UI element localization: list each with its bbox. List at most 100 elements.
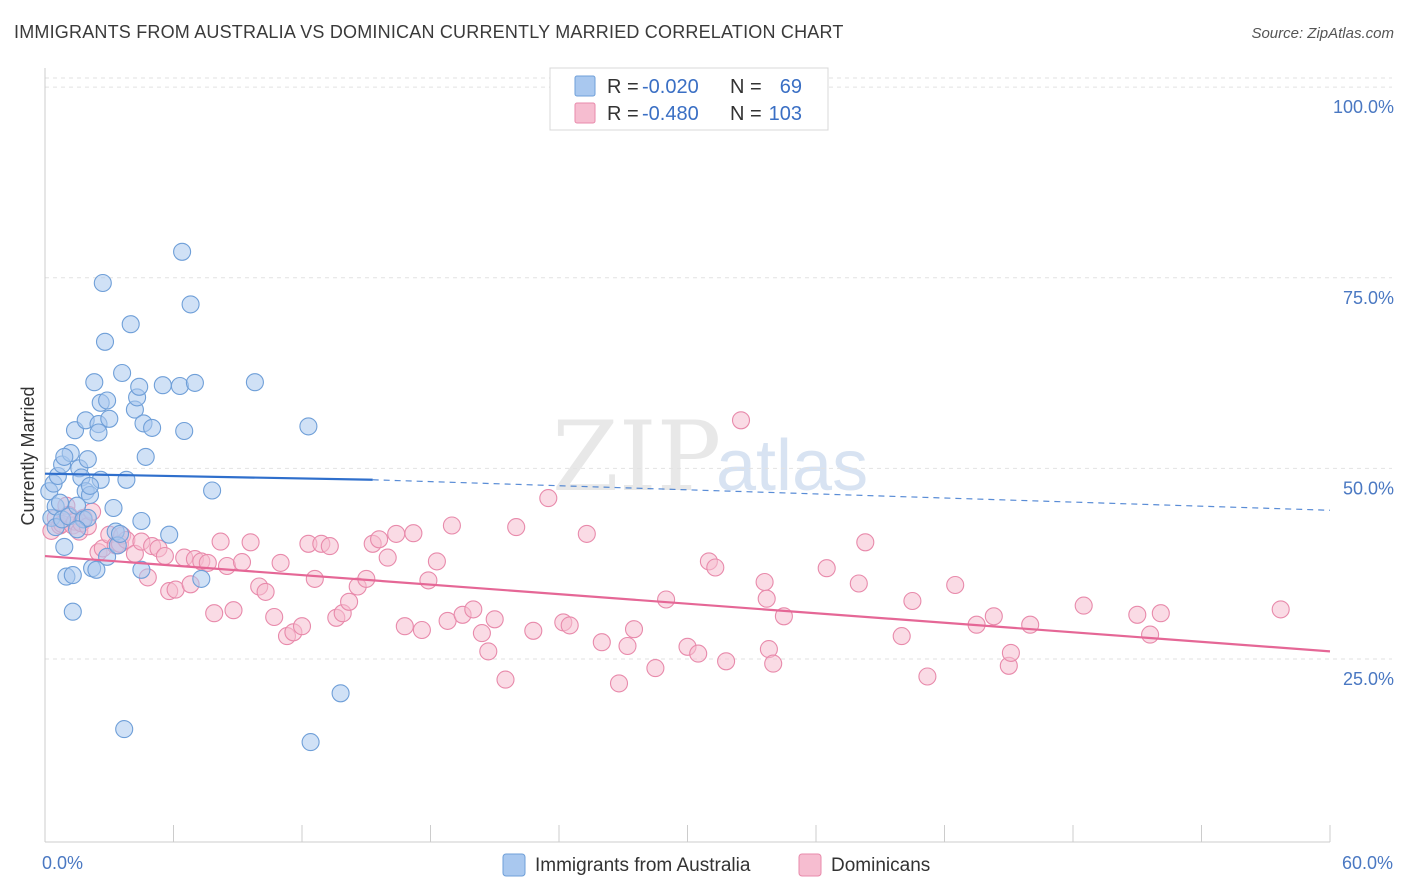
x-tick-label: 60.0% xyxy=(1342,853,1393,873)
data-point-dominicans xyxy=(241,533,260,552)
data-point-dominicans xyxy=(560,616,579,635)
data-point-dominicans xyxy=(984,607,1003,626)
data-point-dominicans xyxy=(1151,604,1170,623)
data-point-australia xyxy=(93,273,112,293)
data-point-australia xyxy=(63,566,82,585)
data-point-dominicans xyxy=(485,610,504,629)
data-point-australia xyxy=(55,537,74,556)
data-point-dominicans xyxy=(232,553,252,572)
data-point-australia xyxy=(121,315,140,334)
data-point-dominicans xyxy=(292,617,312,636)
data-point-dominicans xyxy=(412,620,431,640)
data-point-australia xyxy=(68,520,87,539)
data-point-australia xyxy=(170,376,189,396)
data-point-australia xyxy=(173,242,192,261)
data-point-dominicans xyxy=(217,556,237,576)
data-point-dominicans xyxy=(903,591,922,611)
watermark: ZIP atlas xyxy=(552,401,868,513)
data-point-australia xyxy=(203,481,222,500)
data-point-dominicans xyxy=(479,642,498,661)
trend-line-australia xyxy=(44,472,373,481)
stats-legend: R = -0.020 N = 69 R = -0.480 N = 103 xyxy=(549,67,829,131)
series-legend-swatch-australia xyxy=(502,853,526,877)
data-point-dominicans xyxy=(427,552,446,571)
legend-r-value-australia: -0.020 xyxy=(642,76,699,98)
data-point-dominicans xyxy=(224,601,243,620)
y-tick-label: 25.0% xyxy=(1343,669,1394,689)
data-point-dominicans xyxy=(404,524,423,543)
legend-r-label-australia: R = xyxy=(607,76,644,98)
data-point-australia xyxy=(130,377,149,396)
legend-n-label-australia: N = xyxy=(730,76,767,98)
data-point-dominicans xyxy=(755,572,774,592)
data-point-australia xyxy=(110,524,130,543)
data-point-dominicans xyxy=(464,600,483,619)
points-layer xyxy=(40,242,1290,752)
data-point-australia xyxy=(63,602,82,621)
legend-n-value-dominicans: 103 xyxy=(769,103,802,125)
data-point-dominicans xyxy=(657,590,676,609)
data-point-australia xyxy=(113,363,132,383)
data-point-dominicans xyxy=(856,533,875,552)
legend-r-value-dominicans: -0.480 xyxy=(642,103,699,125)
data-point-dominicans xyxy=(624,620,644,639)
data-point-dominicans xyxy=(1271,600,1290,619)
data-point-australia xyxy=(78,450,97,469)
data-point-australia xyxy=(104,498,123,518)
legend-swatch-australia xyxy=(574,75,596,97)
data-point-australia xyxy=(132,560,151,579)
data-point-dominicans xyxy=(205,604,224,623)
data-point-dominicans xyxy=(1141,625,1160,644)
trend-line-dominicans xyxy=(44,554,1331,653)
data-point-dominicans xyxy=(539,489,558,508)
data-point-australia xyxy=(55,447,74,466)
data-point-australia xyxy=(117,470,136,489)
y-tick-label: 50.0% xyxy=(1343,478,1394,498)
series-legend-label-australia: Immigrants from Australia xyxy=(535,855,751,876)
y-axis-label: Currently Married xyxy=(18,386,38,525)
data-point-dominicans xyxy=(618,636,637,656)
data-point-dominicans xyxy=(496,670,515,689)
data-point-dominicans xyxy=(817,559,836,578)
data-point-australia xyxy=(95,332,115,351)
legend-r-label-dominicans: R = xyxy=(607,103,644,125)
stats-legend-box xyxy=(549,67,829,131)
data-point-australia xyxy=(132,511,151,531)
data-point-dominicans xyxy=(271,553,290,572)
data-point-dominicans xyxy=(757,589,776,608)
data-point-australia xyxy=(136,447,155,466)
data-point-australia xyxy=(85,373,104,392)
data-point-australia xyxy=(143,418,162,437)
data-point-dominicans xyxy=(395,617,414,636)
chart-source: Source: ZipAtlas.com xyxy=(1251,25,1394,42)
data-point-australia xyxy=(181,295,200,314)
data-point-dominicans xyxy=(946,575,965,595)
data-point-dominicans xyxy=(592,633,611,652)
legend-n-value-australia: 69 xyxy=(780,76,802,98)
data-point-dominicans xyxy=(731,411,751,430)
trend-layer xyxy=(44,472,1331,653)
axes-layer: 100.0% 75.0% 50.0% 25.0% 0.0% 60.0% xyxy=(42,68,1394,873)
data-point-dominicans xyxy=(918,667,937,686)
data-point-dominicans xyxy=(378,548,397,567)
data-point-dominicans xyxy=(577,524,596,543)
data-point-australia xyxy=(245,373,264,392)
data-point-australia xyxy=(153,376,172,395)
data-point-dominicans xyxy=(442,516,461,535)
data-point-dominicans xyxy=(1128,605,1147,624)
data-point-australia xyxy=(192,569,211,588)
data-point-dominicans xyxy=(1001,643,1020,662)
data-point-australia xyxy=(301,733,320,752)
data-point-dominicans xyxy=(256,582,275,601)
data-point-dominicans xyxy=(472,624,491,643)
legend-n-label-dominicans: N = xyxy=(730,103,767,125)
chart-title: IMMIGRANTS FROM AUSTRALIA VS DOMINICAN C… xyxy=(14,22,844,42)
data-point-dominicans xyxy=(689,644,708,663)
data-point-dominicans xyxy=(892,627,911,646)
data-point-dominicans xyxy=(370,530,389,549)
x-tick-label: 0.0% xyxy=(42,853,83,873)
data-point-dominicans xyxy=(646,659,665,678)
data-point-dominicans xyxy=(419,571,438,590)
